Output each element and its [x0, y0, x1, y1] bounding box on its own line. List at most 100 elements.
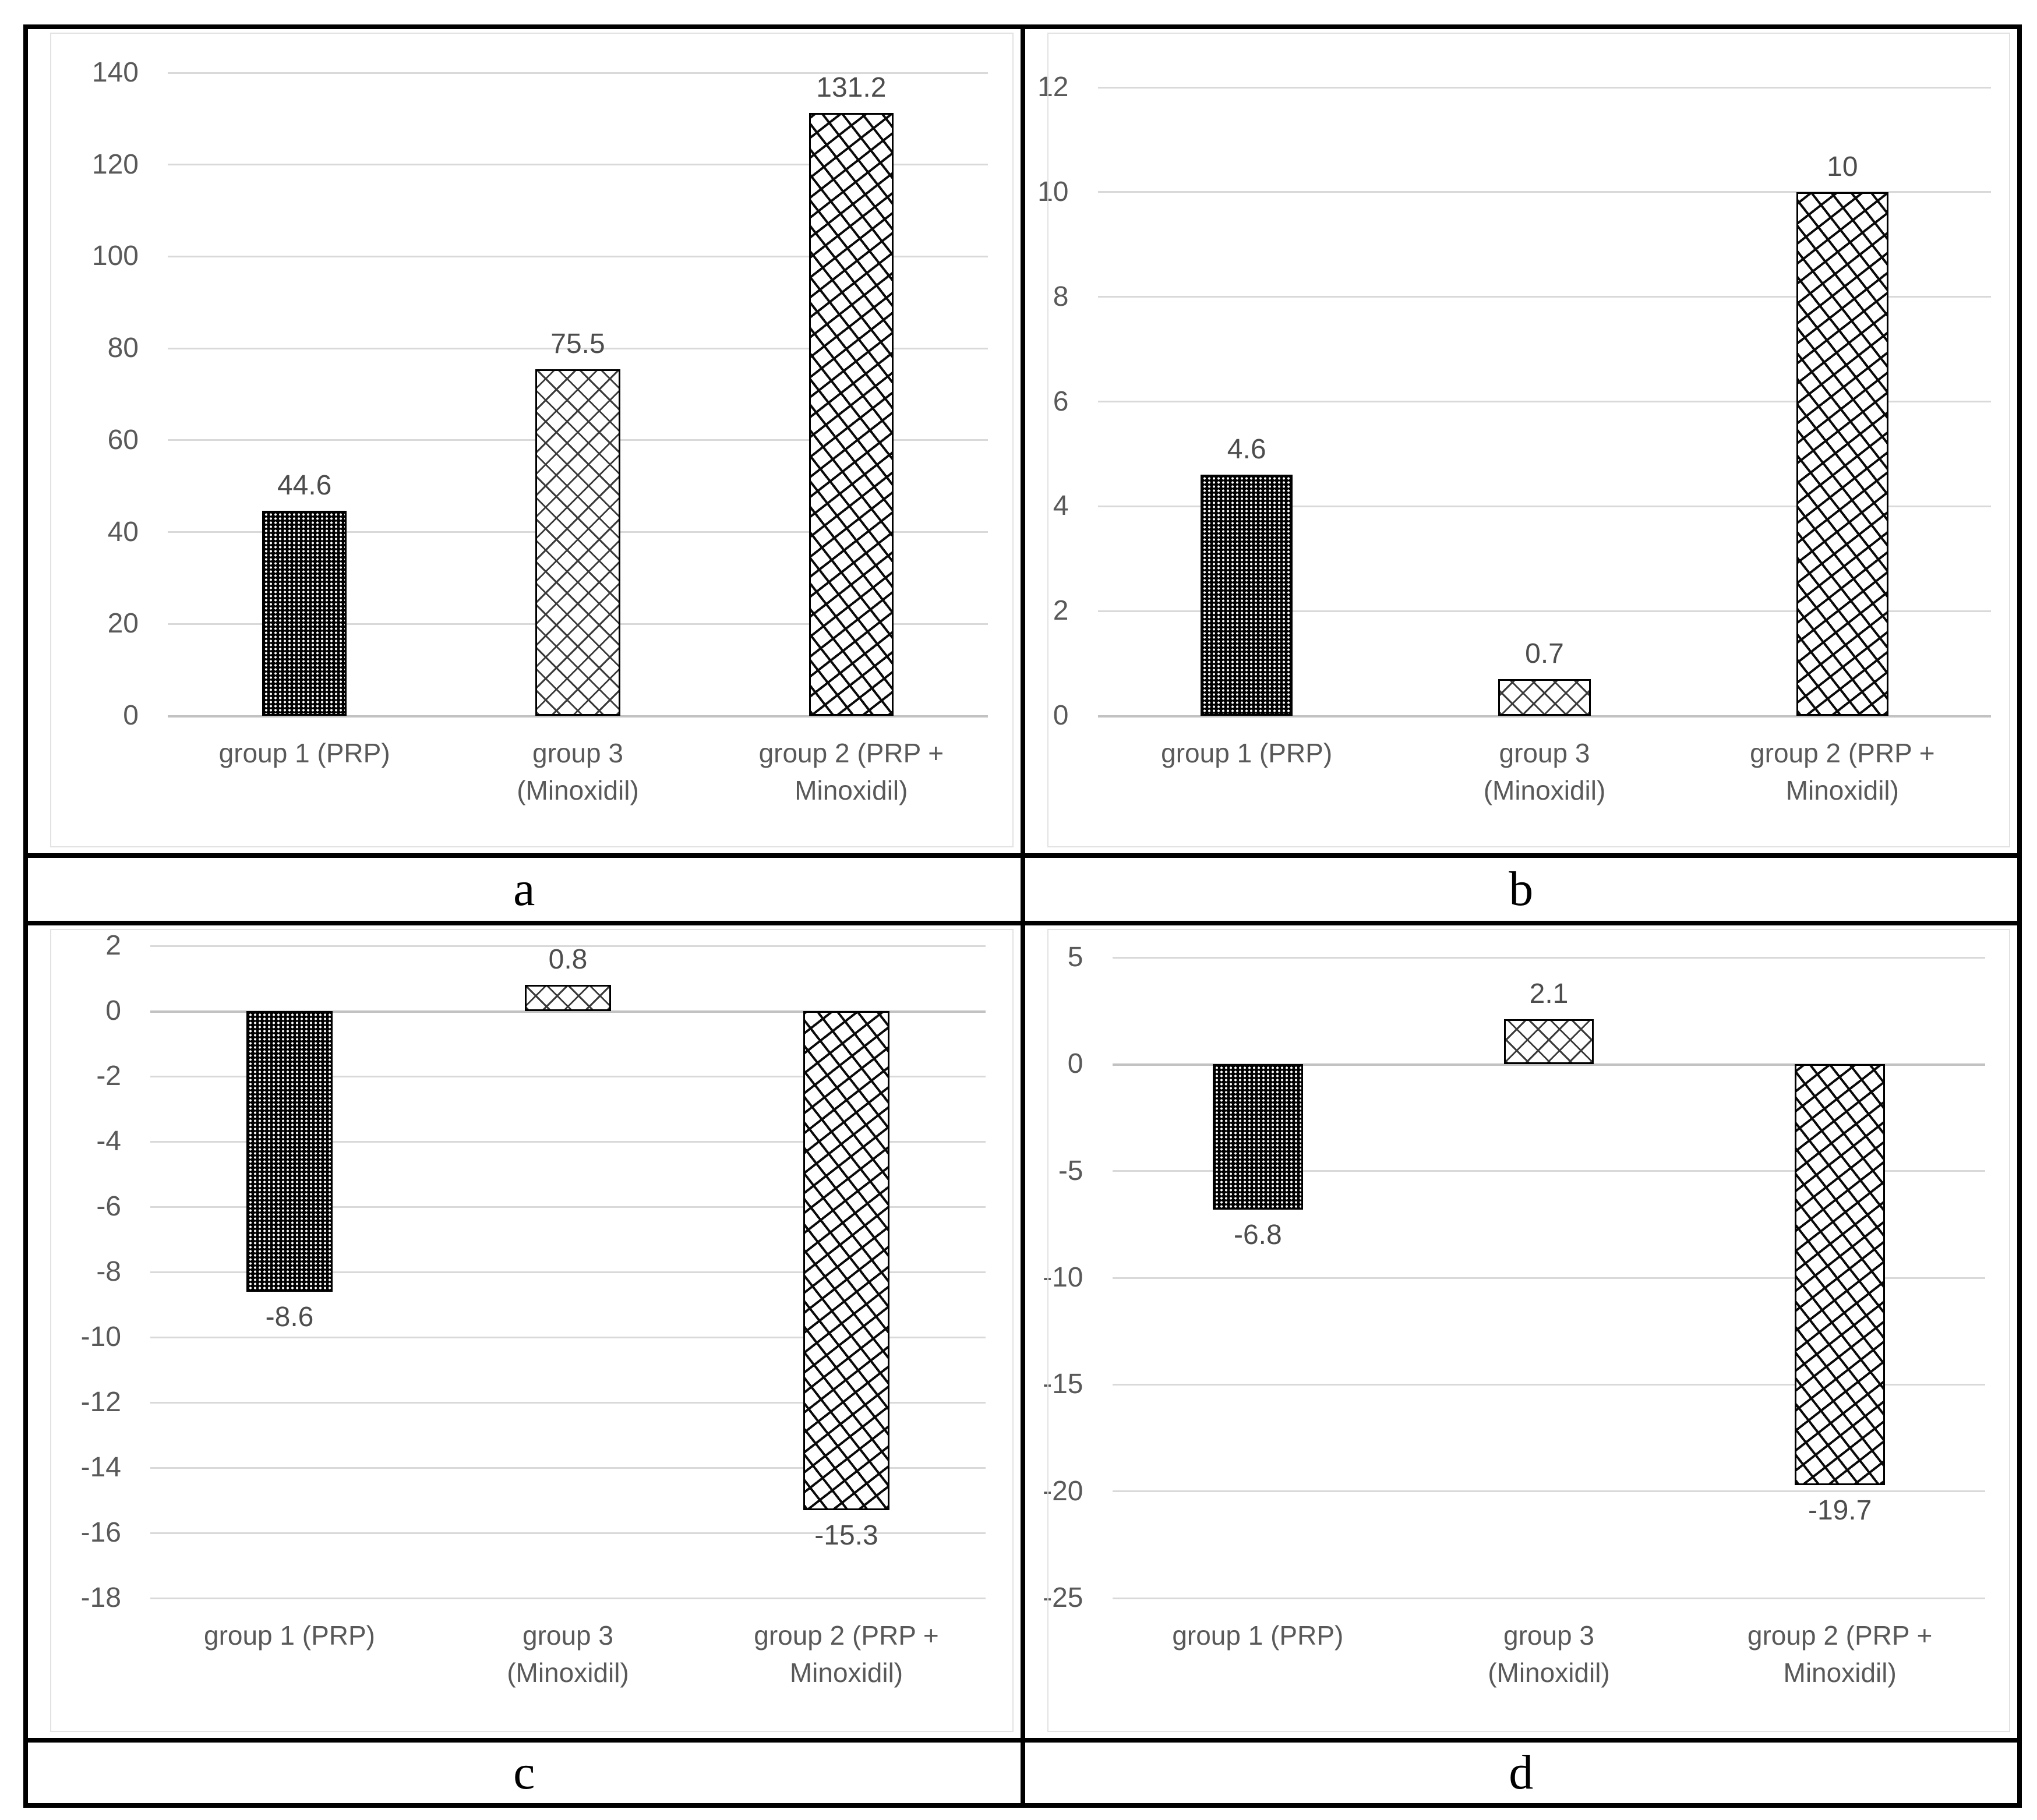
- gridline: [150, 1075, 986, 1077]
- x-category-label: group 1 (PRP): [1161, 738, 1333, 768]
- gridline: [1097, 610, 1991, 612]
- bar-2: [524, 985, 612, 1011]
- bar-1: [246, 1011, 333, 1292]
- gridline: [1112, 956, 1985, 959]
- gridline: [150, 1466, 986, 1469]
- gridline: [1097, 401, 1991, 402]
- panel-label-a: a: [28, 858, 1021, 921]
- y-tick-label: -10: [1043, 1262, 1083, 1293]
- bar-data-label: 10: [1827, 151, 1858, 183]
- panel-label-d: d: [1025, 1743, 2017, 1803]
- x-category-label: group 3 (Minoxidil): [1483, 738, 1606, 806]
- gridline: [168, 164, 988, 166]
- gridline: [150, 1336, 986, 1338]
- y-tick-label: -15: [1043, 1369, 1083, 1400]
- zero-gridline: [150, 1010, 986, 1013]
- chart-panel-b: 4.6 0.7 10 12 10 8 6 4 2 0 group 1 (PRP) group 3 (M…: [1025, 29, 2017, 853]
- bar-data-label: 0.8: [548, 944, 588, 976]
- x-category-label: group 3 (Minoxidil): [507, 1620, 629, 1688]
- y-tick-label: -8: [96, 1256, 121, 1287]
- x-category-label: group 1 (PRP): [218, 738, 390, 768]
- y-tick-label: 4: [1053, 490, 1069, 522]
- gridline: [1097, 191, 1991, 193]
- zero-gridline: [168, 715, 988, 718]
- bar-1: [1212, 1064, 1303, 1210]
- plot-area: -6.8 2.1 -19.7: [1112, 956, 1985, 1599]
- chart-panel-c: -8.6 0.8 -15.3 2 0 -2 -4 -6 -8 -10 -12 -14 -16 -18 gro…: [28, 925, 1021, 1738]
- y-tick-label: 0: [1053, 700, 1069, 731]
- y-tick-label: 20: [107, 608, 139, 639]
- y-tick-label: 5: [1067, 942, 1083, 973]
- y-tick-label: -25: [1043, 1582, 1083, 1613]
- gridline: [1097, 296, 1991, 298]
- bar-1: [262, 511, 347, 716]
- bar-2: [535, 369, 620, 716]
- y-tick-label: 10: [1037, 176, 1069, 207]
- x-category-label: group 1 (PRP): [1172, 1620, 1344, 1651]
- y-tick-label: 0: [123, 700, 139, 731]
- panel-label-c: c: [28, 1743, 1021, 1803]
- chart-panel-a: 44.6 75.5 131.2 140 120 100 80 60 40 20 0 group 1 (…: [28, 29, 1021, 853]
- y-tick-label: 0: [1067, 1048, 1083, 1080]
- bar-data-label: -8.6: [265, 1301, 314, 1333]
- zero-gridline: [1112, 1063, 1985, 1066]
- bar-1: [1200, 475, 1293, 716]
- gridline: [1112, 1597, 1985, 1599]
- y-tick-label: -12: [80, 1387, 121, 1418]
- bar-data-label: -15.3: [814, 1519, 878, 1551]
- bar-data-label: 0.7: [1525, 638, 1564, 670]
- y-tick-label: -20: [1043, 1475, 1083, 1507]
- gridline: [1112, 1383, 1985, 1386]
- bar-data-label: 2.1: [1529, 978, 1569, 1010]
- y-tick-label: 2: [105, 930, 121, 961]
- x-category-label: group 3 (Minoxidil): [517, 738, 639, 806]
- y-tick-label: 80: [107, 333, 139, 364]
- y-tick-label: 120: [91, 149, 139, 180]
- y-tick-label: -4: [96, 1126, 121, 1157]
- x-category-label: group 2 (PRP + Minoxidil): [1747, 1620, 1933, 1688]
- gridline: [1097, 86, 1991, 89]
- y-tick-label: -14: [80, 1452, 121, 1483]
- bar-data-label: 131.2: [816, 72, 887, 104]
- y-tick-label: 2: [1053, 595, 1069, 627]
- y-tick-label: -16: [80, 1517, 121, 1548]
- gridline: [150, 1206, 986, 1208]
- y-tick-label: 6: [1053, 386, 1069, 417]
- bar-data-label: 44.6: [277, 470, 332, 501]
- figure-frame: 44.6 75.5 131.2 140 120 100 80 60 40 20 0 group 1 (…: [23, 24, 2022, 1808]
- plot-area: 44.6 75.5 131.2: [168, 72, 988, 718]
- x-category-label: group 3 (Minoxidil): [1488, 1620, 1610, 1688]
- zero-gridline: [1097, 715, 1991, 718]
- bar-2: [1498, 679, 1591, 716]
- gridline: [1097, 505, 1991, 507]
- bar-3: [1796, 192, 1889, 716]
- plot-area: 4.6 0.7 10: [1097, 86, 1991, 718]
- gridline: [150, 1597, 986, 1599]
- gridline: [150, 1140, 986, 1143]
- y-tick-label: 12: [1037, 72, 1069, 103]
- y-tick-label: 140: [91, 57, 139, 88]
- gridline: [150, 1532, 986, 1534]
- bar-data-label: 75.5: [550, 328, 605, 359]
- y-tick-label: -10: [80, 1321, 121, 1352]
- bar-data-label: -6.8: [1233, 1219, 1282, 1250]
- bar-2: [1503, 1019, 1594, 1065]
- gridline: [150, 1401, 986, 1404]
- gridline: [1112, 1490, 1985, 1493]
- y-tick-label: 0: [105, 995, 121, 1026]
- x-category-label: group 2 (PRP + Minoxidil): [754, 1620, 939, 1688]
- y-tick-label: -6: [96, 1191, 121, 1222]
- bar-3: [1795, 1064, 1886, 1485]
- y-tick-label: 100: [91, 241, 139, 272]
- x-category-label: group 1 (PRP): [203, 1620, 375, 1651]
- x-category-label: group 2 (PRP + Minoxidil): [758, 738, 944, 806]
- gridline: [150, 945, 986, 947]
- chart-panel-d: -6.8 2.1 -19.7 5 0 -5 -10 -15 -20 -25 group 1 (PRP…: [1025, 925, 2017, 1738]
- panel-label-b: b: [1025, 858, 2017, 921]
- plot-area: -8.6 0.8 -15.3: [150, 944, 986, 1599]
- y-tick-label: 8: [1053, 281, 1069, 312]
- gridline: [150, 1271, 986, 1273]
- bar-3: [809, 113, 894, 716]
- gridline: [1112, 1170, 1985, 1172]
- bar-data-label: -19.7: [1807, 1494, 1872, 1526]
